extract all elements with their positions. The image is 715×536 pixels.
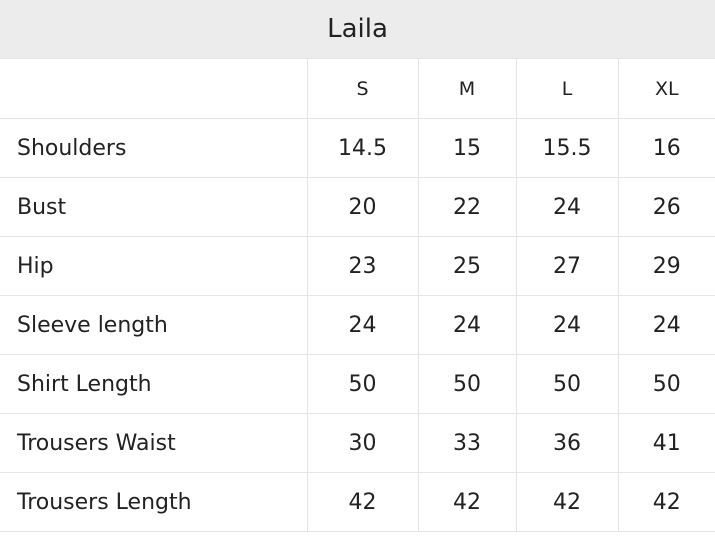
table-body: S M L XL Shoulders 14.5 15 15.5 16 Bust 20 22 24 26 Hi… xyxy=(0,58,715,532)
row-label: Trousers Waist xyxy=(0,413,308,473)
cell-value: 27 xyxy=(515,236,619,296)
row-label: Hip xyxy=(0,236,308,296)
cell-value: 23 xyxy=(306,236,419,296)
header-row: S M L XL xyxy=(0,58,715,119)
cell-value: 24 xyxy=(617,295,715,355)
cell-value: 24 xyxy=(306,295,419,355)
cell-value: 24 xyxy=(515,177,619,237)
table-row: Bust 20 22 24 26 xyxy=(0,177,715,237)
cell-value: 29 xyxy=(617,236,715,296)
cell-value: 50 xyxy=(306,354,419,414)
cell-value: 16 xyxy=(617,118,715,178)
cell-value: 42 xyxy=(306,472,419,532)
cell-value: 25 xyxy=(417,236,517,296)
cell-value: 15.5 xyxy=(515,118,619,178)
table-row: Sleeve length 24 24 24 24 xyxy=(0,295,715,355)
cell-value: 15 xyxy=(417,118,517,178)
cell-value: 42 xyxy=(417,472,517,532)
table-row: Trousers Waist 30 33 36 41 xyxy=(0,413,715,473)
table-row: Shirt Length 50 50 50 50 xyxy=(0,354,715,414)
cell-value: 26 xyxy=(617,177,715,237)
row-label: Bust xyxy=(0,177,308,237)
cell-value: 50 xyxy=(515,354,619,414)
table-row: Trousers Length 42 42 42 42 xyxy=(0,472,715,532)
cell-value: 36 xyxy=(515,413,619,473)
row-label: Sleeve length xyxy=(0,295,308,355)
column-header: L xyxy=(515,58,619,119)
cell-value: 14.5 xyxy=(306,118,419,178)
cell-value: 24 xyxy=(417,295,517,355)
row-label: Trousers Length xyxy=(0,472,308,532)
cell-value: 50 xyxy=(417,354,517,414)
column-header: S xyxy=(306,58,419,119)
row-label: Shoulders xyxy=(0,118,308,178)
cell-value: 30 xyxy=(306,413,419,473)
cell-value: 22 xyxy=(417,177,517,237)
cell-value: 41 xyxy=(617,413,715,473)
cell-value: 42 xyxy=(617,472,715,532)
cell-value: 24 xyxy=(515,295,619,355)
corner-cell xyxy=(0,58,308,119)
cell-value: 33 xyxy=(417,413,517,473)
column-header: XL xyxy=(617,58,715,119)
table-row: Hip 23 25 27 29 xyxy=(0,236,715,296)
column-header: M xyxy=(417,58,517,119)
table-title: Laila xyxy=(0,0,715,58)
cell-value: 42 xyxy=(515,472,619,532)
cell-value: 20 xyxy=(306,177,419,237)
cell-value: 50 xyxy=(617,354,715,414)
size-table: S M L XL Shoulders 14.5 15 15.5 16 Bust 20 22 24 26 Hi… xyxy=(0,58,715,532)
table-row: Shoulders 14.5 15 15.5 16 xyxy=(0,118,715,178)
row-label: Shirt Length xyxy=(0,354,308,414)
